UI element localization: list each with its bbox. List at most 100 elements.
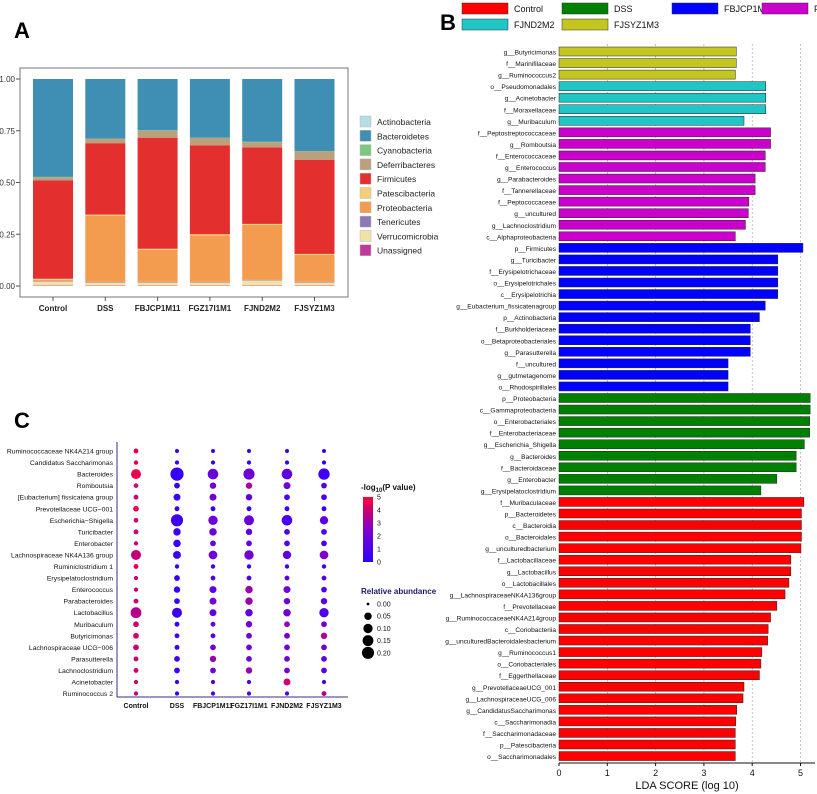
panel-a-bar-segment-deferribacteres [294,151,335,160]
panel-a-legend-swatch [359,144,372,156]
panel-c-bubble [133,460,139,465]
panel-a-frame [19,67,349,298]
panel-c-bubble [284,506,290,512]
panel-c-bubble [246,632,252,639]
panel-c-size-legend-dot [364,612,372,620]
panel-b-bar [558,104,766,114]
panel-a-bar-segment-patescibacteria [189,234,230,236]
panel-a-legend-swatch [359,244,372,256]
panel-c-bubble [210,691,216,696]
panel-c-bubble [245,608,253,617]
panel-c-bubble [320,632,328,640]
panel-b-xtick-label: 4 [750,768,755,778]
panel-b-bar-label: g__unculturedBacteroidalesbacterium [445,639,556,646]
panel-b-bar [558,739,736,750]
panel-b-bar [558,220,746,230]
panel-b-bar [558,462,797,473]
panel-b-bar-label: g__Romboutsia [510,142,557,149]
panel-b-bar [558,624,769,634]
panel-c-size-legend-title: Relative abundance [361,587,437,596]
panel-a-bar-segment-proteobacteria [189,235,230,282]
panel-b-bar [558,693,744,704]
panel-c-bubble [133,529,139,535]
panel-c-bubble [283,586,291,594]
panel-c-column-label: FGZ17I1M1 [230,703,267,710]
panel-c-bubble [210,506,216,512]
panel-a-bar-segment-proteobacteria [242,224,283,280]
panel-a-bar-segment-proteobacteria [294,254,335,282]
panel-a-bar-segment-patescibacteria [33,278,73,280]
panel-c-bubble [285,449,289,453]
panel-b-bar-label: f__Muribaculaceae [500,500,556,507]
panel-b-bar-label: g__Ruminococcus2 [498,73,556,80]
panel-c-bubble [173,539,181,548]
panel-b-xtick-label: 0 [556,768,561,778]
panel-c-bubble [321,564,327,569]
panel-c-bubble [321,460,327,465]
panel-b-bar [558,323,751,334]
panel-b-bar [558,196,750,207]
panel-b-bar [558,589,786,600]
panel-c-bubble [284,564,290,569]
panel-b-bar [558,682,745,692]
panel-a-legend-swatch [359,230,372,242]
panel-c-bubble [210,633,216,639]
panel-c-bubble [173,551,181,559]
panel-c-bubble [133,656,139,662]
panel-b-bar [558,393,811,403]
panel-b-bar-label: g__Erysipelatoclostridium [481,488,557,495]
panel-c-bubble [284,494,290,501]
panel-c-row-label: Turicibacter [78,529,114,536]
panel-b-bar-label: g__Acinetobacter [505,96,557,103]
panel-c-bubble [322,449,326,453]
panel-b-bar [558,497,805,507]
panel-c-bubble [133,505,139,512]
panel-b-bar-label: g__Bacteroides [510,454,557,461]
panel-b-bar-label: g__Parabacteroides [497,177,557,184]
panel-c-bubble [207,468,219,480]
panel-b-bar [558,451,797,461]
panel-b-bar-label: g__LachnospiraceaeNK4A136group [450,592,557,599]
panel-c-bubble [133,494,139,500]
panel-c-row-label: Parasutterella [71,656,113,663]
panel-c-bubble [210,575,216,581]
panel-b-bar [558,416,810,426]
panel-c-bubble [130,549,142,560]
panel-c-bubble [321,667,327,674]
panel-b-legend-label: FGZ17I1M1 [814,4,817,14]
panel-c-row-label: Lachnoclostridium [58,668,113,675]
panel-b-bar-label: g__gutmetagenome [497,373,556,380]
panel-c-row-label: Enterococcus [72,587,114,594]
panel-c-bubble [133,691,139,696]
panel-c-bubble [246,540,252,547]
panel-b-bar [558,127,771,138]
panel-c-bubble [173,586,181,593]
panel-a-legend-label: Proteobacteria [377,203,433,213]
panel-c-bubble [209,586,217,594]
panel-c-bubble [174,679,180,685]
panel-a-legend-label: Firmicutes [377,174,416,184]
panel-b-bar-label: f__Eggerthellaceae [499,673,556,680]
panel-b-bar [558,728,736,738]
panel-b-bar-label: g__Parasutterella [504,350,556,357]
panel-c-colorbar-label: 2 [377,534,381,541]
panel-a-legend-label: Tenericutes [377,217,420,227]
panel-c-bubble [133,621,139,628]
panel-a-bar-segment-firmicutes [85,143,126,215]
panel-b-bar-label: f__Moraxellaceae [504,107,556,114]
panel-c-bubble [245,585,253,594]
panel-b-xtick-label: 5 [798,768,803,778]
panel-b-bar-label: c__Coriobacteriia [505,627,557,634]
panel-c-bubble [284,621,290,628]
panel-b-bar [558,92,766,103]
panel-c-bubble [246,564,252,569]
panel-c-bubble [174,575,180,581]
panel-b-bar [558,635,768,646]
panel-c-bubble-chart: Ruminococcaceae NK4A214 group Candidatus … [7,442,437,710]
panel-b-bar-label: o__Erysipelotrichales [493,281,556,288]
panel-b-legend-swatch [561,2,609,15]
panel-c-bubble [133,668,139,673]
panel-c-bubble [281,468,293,480]
panel-a-bar-segment-tenericutes [33,280,73,282]
panel-c-bubble [174,564,180,569]
